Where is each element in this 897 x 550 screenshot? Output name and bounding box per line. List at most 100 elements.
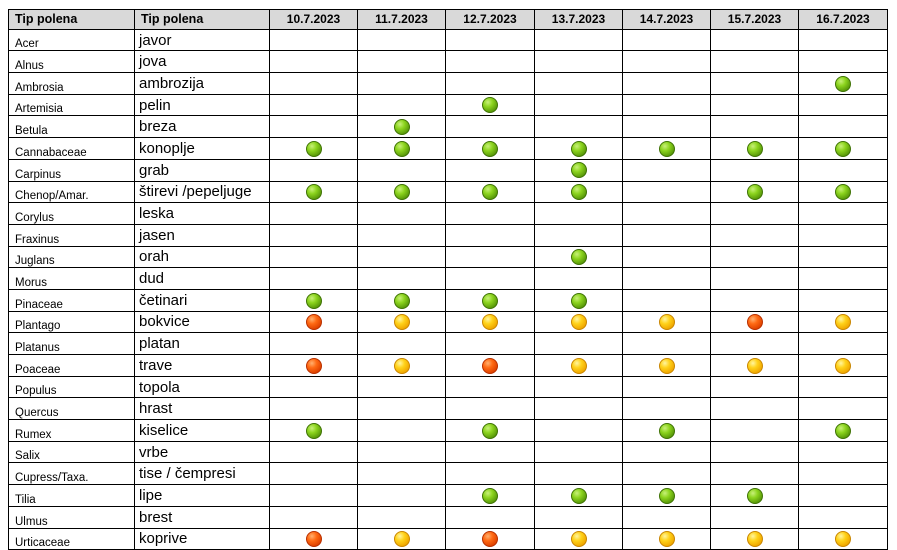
pollen-level-cell <box>269 527 358 550</box>
pollen-level-cell <box>269 202 358 225</box>
pollen-local-name: platan <box>134 332 270 355</box>
pollen-level-cell <box>445 310 535 334</box>
pollen-local-name: grab <box>134 158 270 182</box>
pollen-level-cell <box>357 223 446 247</box>
pollen-level-cell <box>798 440 888 464</box>
green-level-dot-icon <box>393 140 410 157</box>
pollen-level-cell <box>534 158 623 182</box>
pollen-level-cell <box>622 202 711 225</box>
pollen-local-name: jova <box>134 50 270 74</box>
pollen-level-cell <box>710 397 799 421</box>
header-date: 11.7.2023 <box>357 9 446 30</box>
header-date: 10.7.2023 <box>269 9 358 30</box>
pollen-level-cell <box>534 72 623 95</box>
pollen-latin-name: Ambrosia <box>8 72 135 95</box>
pollen-local-name: ambrozija <box>134 72 270 95</box>
table-row: Salix vrbe <box>8 440 888 464</box>
pollen-level-cell <box>357 332 446 355</box>
pollen-level-cell <box>798 223 888 247</box>
pollen-level-cell <box>534 397 623 421</box>
pollen-level-cell <box>622 288 711 312</box>
pollen-level-cell <box>357 115 446 139</box>
pollen-level-cell <box>534 223 623 247</box>
green-level-dot-icon <box>482 292 498 309</box>
pollen-local-name: četinari <box>134 288 270 312</box>
pollen-level-cell <box>798 137 888 160</box>
pollen-latin-name: Fraxinus <box>8 223 135 247</box>
pollen-level-cell <box>622 223 711 247</box>
pollen-level-cell <box>710 158 799 182</box>
green-level-dot-icon <box>570 184 587 201</box>
pollen-level-cell <box>622 484 711 507</box>
green-level-dot-icon <box>835 422 851 439</box>
green-level-dot-icon <box>835 75 851 92</box>
header-pollen-type-local: Tip polena <box>134 9 270 30</box>
green-level-dot-icon <box>746 487 763 504</box>
pollen-level-cell <box>798 310 888 334</box>
pollen-level-cell <box>622 462 711 486</box>
pollen-local-name: lipe <box>134 484 270 507</box>
pollen-level-cell <box>622 115 711 139</box>
table-row: Acer javor <box>8 28 888 52</box>
pollen-level-cell <box>269 28 358 52</box>
table-row: Betula breza <box>8 115 888 139</box>
pollen-level-cell <box>357 158 446 182</box>
table-row: Corylus leska <box>8 202 888 225</box>
pollen-level-cell <box>798 50 888 74</box>
pollen-level-cell <box>622 28 711 52</box>
pollen-latin-name: Cannabaceae <box>8 137 135 160</box>
green-level-dot-icon <box>570 162 587 179</box>
green-level-dot-icon <box>570 249 587 266</box>
pollen-level-cell <box>798 484 888 507</box>
pollen-level-cell <box>357 245 446 269</box>
yellow-level-dot-icon <box>658 531 675 548</box>
pollen-level-cell <box>534 440 623 464</box>
pollen-level-cell <box>798 28 888 52</box>
pollen-level-cell <box>534 93 623 117</box>
pollen-level-cell <box>269 440 358 464</box>
green-level-dot-icon <box>393 184 410 201</box>
pollen-level-cell <box>269 137 358 160</box>
pollen-level-cell <box>710 202 799 225</box>
pollen-level-cell <box>269 72 358 95</box>
red-level-dot-icon <box>305 314 322 331</box>
yellow-level-dot-icon <box>393 357 410 374</box>
pollen-level-cell <box>622 505 711 529</box>
pollen-level-cell <box>357 310 446 334</box>
header-date: 15.7.2023 <box>710 9 799 30</box>
green-level-dot-icon <box>570 487 587 504</box>
pollen-level-cell <box>534 310 623 334</box>
pollen-level-cell <box>445 397 535 421</box>
header-date: 16.7.2023 <box>798 9 888 30</box>
pollen-level-cell <box>798 180 888 204</box>
pollen-level-cell <box>534 527 623 550</box>
pollen-level-cell <box>357 419 446 442</box>
header-date: 12.7.2023 <box>445 9 535 30</box>
pollen-level-cell <box>269 484 358 507</box>
table-row: Ambrosia ambrozija <box>8 72 888 95</box>
pollen-level-cell <box>798 93 888 117</box>
yellow-level-dot-icon <box>835 531 851 548</box>
pollen-level-cell <box>445 440 535 464</box>
pollen-local-name: koprive <box>134 527 270 550</box>
table-row: Poaceae trave <box>8 354 888 377</box>
header-date: 14.7.2023 <box>622 9 711 30</box>
green-level-dot-icon <box>482 97 498 114</box>
pollen-level-cell <box>622 137 711 160</box>
pollen-level-cell <box>445 50 535 74</box>
pollen-level-cell <box>357 484 446 507</box>
pollen-level-cell <box>622 354 711 377</box>
green-level-dot-icon <box>305 140 322 157</box>
pollen-latin-name: Quercus <box>8 397 135 421</box>
pollen-level-cell <box>445 158 535 182</box>
pollen-level-cell <box>269 354 358 377</box>
pollen-level-cell <box>710 505 799 529</box>
green-level-dot-icon <box>658 140 675 157</box>
yellow-level-dot-icon <box>570 531 587 548</box>
pollen-level-cell <box>534 50 623 74</box>
pollen-level-cell <box>445 527 535 550</box>
pollen-level-cell <box>357 28 446 52</box>
green-level-dot-icon <box>746 140 763 157</box>
table-row: Rumex kiselice <box>8 419 888 442</box>
pollen-level-cell <box>798 527 888 550</box>
